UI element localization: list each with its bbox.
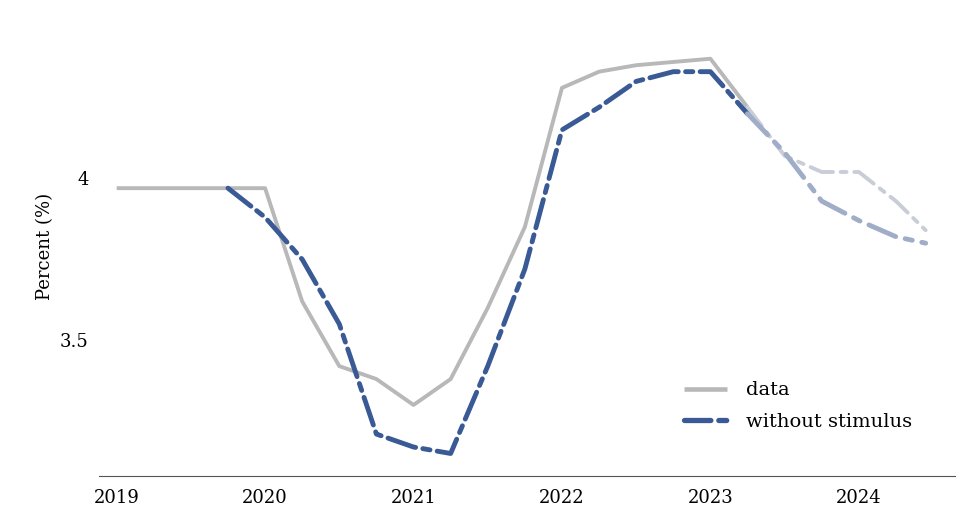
without stimulus bbox=[223, 185, 234, 191]
without stimulus bbox=[742, 111, 753, 117]
without stimulus bbox=[296, 256, 308, 263]
Legend: data, without stimulus: data, without stimulus bbox=[676, 374, 920, 439]
data bbox=[482, 305, 494, 311]
without stimulus bbox=[631, 78, 642, 84]
without stimulus bbox=[556, 127, 568, 133]
without stimulus bbox=[407, 444, 419, 450]
data bbox=[111, 185, 122, 191]
without stimulus bbox=[593, 104, 605, 111]
data bbox=[185, 185, 196, 191]
data bbox=[260, 185, 271, 191]
data bbox=[705, 56, 716, 62]
data bbox=[370, 376, 382, 382]
Line: without stimulus: without stimulus bbox=[228, 72, 747, 453]
Line: data: data bbox=[117, 59, 747, 405]
without stimulus bbox=[705, 69, 716, 75]
data bbox=[631, 62, 642, 68]
data bbox=[148, 185, 159, 191]
Y-axis label: Percent (%): Percent (%) bbox=[36, 193, 54, 300]
without stimulus bbox=[482, 363, 494, 369]
without stimulus bbox=[445, 450, 457, 456]
data bbox=[593, 69, 605, 75]
without stimulus bbox=[333, 321, 345, 327]
data bbox=[333, 363, 345, 369]
without stimulus bbox=[519, 266, 531, 272]
data bbox=[296, 298, 308, 304]
without stimulus bbox=[370, 431, 382, 437]
data bbox=[407, 402, 419, 408]
data bbox=[742, 104, 753, 111]
without stimulus bbox=[668, 69, 679, 75]
data bbox=[668, 59, 679, 65]
data bbox=[556, 85, 568, 91]
data bbox=[519, 224, 531, 230]
without stimulus bbox=[260, 214, 271, 221]
data bbox=[223, 185, 234, 191]
data bbox=[445, 376, 457, 382]
